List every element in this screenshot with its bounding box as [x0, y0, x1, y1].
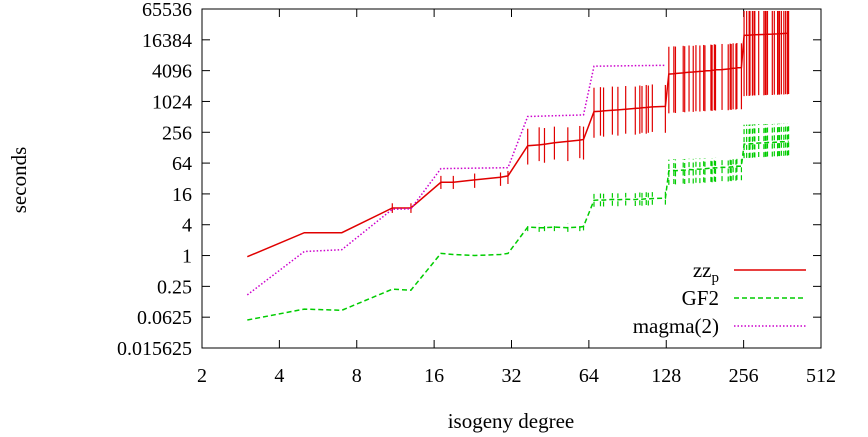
- y-tick-label: 0.015625: [117, 338, 192, 360]
- x-tick-label: 64: [579, 365, 599, 387]
- y-axis-title: seconds: [7, 147, 31, 214]
- y-tick-label: 65536: [142, 0, 192, 21]
- series-line-zz-p: [247, 32, 789, 258]
- legend-label-subscript: p: [712, 270, 720, 286]
- y-tick-label: 1: [182, 246, 192, 268]
- series-layer: [246, 10, 790, 321]
- x-tick-label: 16: [424, 365, 444, 387]
- x-tick-label: 32: [502, 365, 522, 387]
- y-tick-label: 4: [182, 215, 192, 237]
- legend-label-magma-2-: magma(2): [633, 314, 719, 338]
- y-tick-label: 16384: [142, 30, 192, 52]
- x-tick-label: 128: [651, 365, 681, 387]
- axis-ticks: 2 4 8 16 32 64 128 256 512 0.015625 0.0625 0.25 1 4 16…: [117, 0, 836, 387]
- y-tick-label: 16: [172, 184, 192, 206]
- x-axis-title: isogeny degree: [448, 409, 575, 433]
- y-tick-label: 0.0625: [137, 307, 192, 329]
- series-zz-p: [247, 10, 790, 258]
- x-tick-label: 256: [729, 365, 759, 387]
- series-magma-2-: [246, 64, 666, 296]
- y-tick-label: 4096: [152, 61, 192, 83]
- legend-label-gf2: GF2: [682, 286, 719, 310]
- series-gf2: [247, 123, 790, 321]
- y-tick-label: 64: [172, 153, 192, 175]
- y-tick-label: 256: [162, 122, 192, 144]
- legend-label-base: zz: [693, 258, 712, 282]
- x-tick-label: 4: [274, 365, 284, 387]
- x-tick-label: 512: [806, 365, 836, 387]
- x-tick-label: 8: [352, 365, 362, 387]
- series-line-magma-2-: [246, 64, 666, 296]
- y-tick-label: 0.25: [157, 276, 192, 298]
- legend-label-zz-p: zzp: [693, 258, 719, 286]
- series-line-gf2: [247, 140, 789, 321]
- x-tick-label: 2: [197, 365, 207, 387]
- y-tick-label: 1024: [152, 91, 192, 113]
